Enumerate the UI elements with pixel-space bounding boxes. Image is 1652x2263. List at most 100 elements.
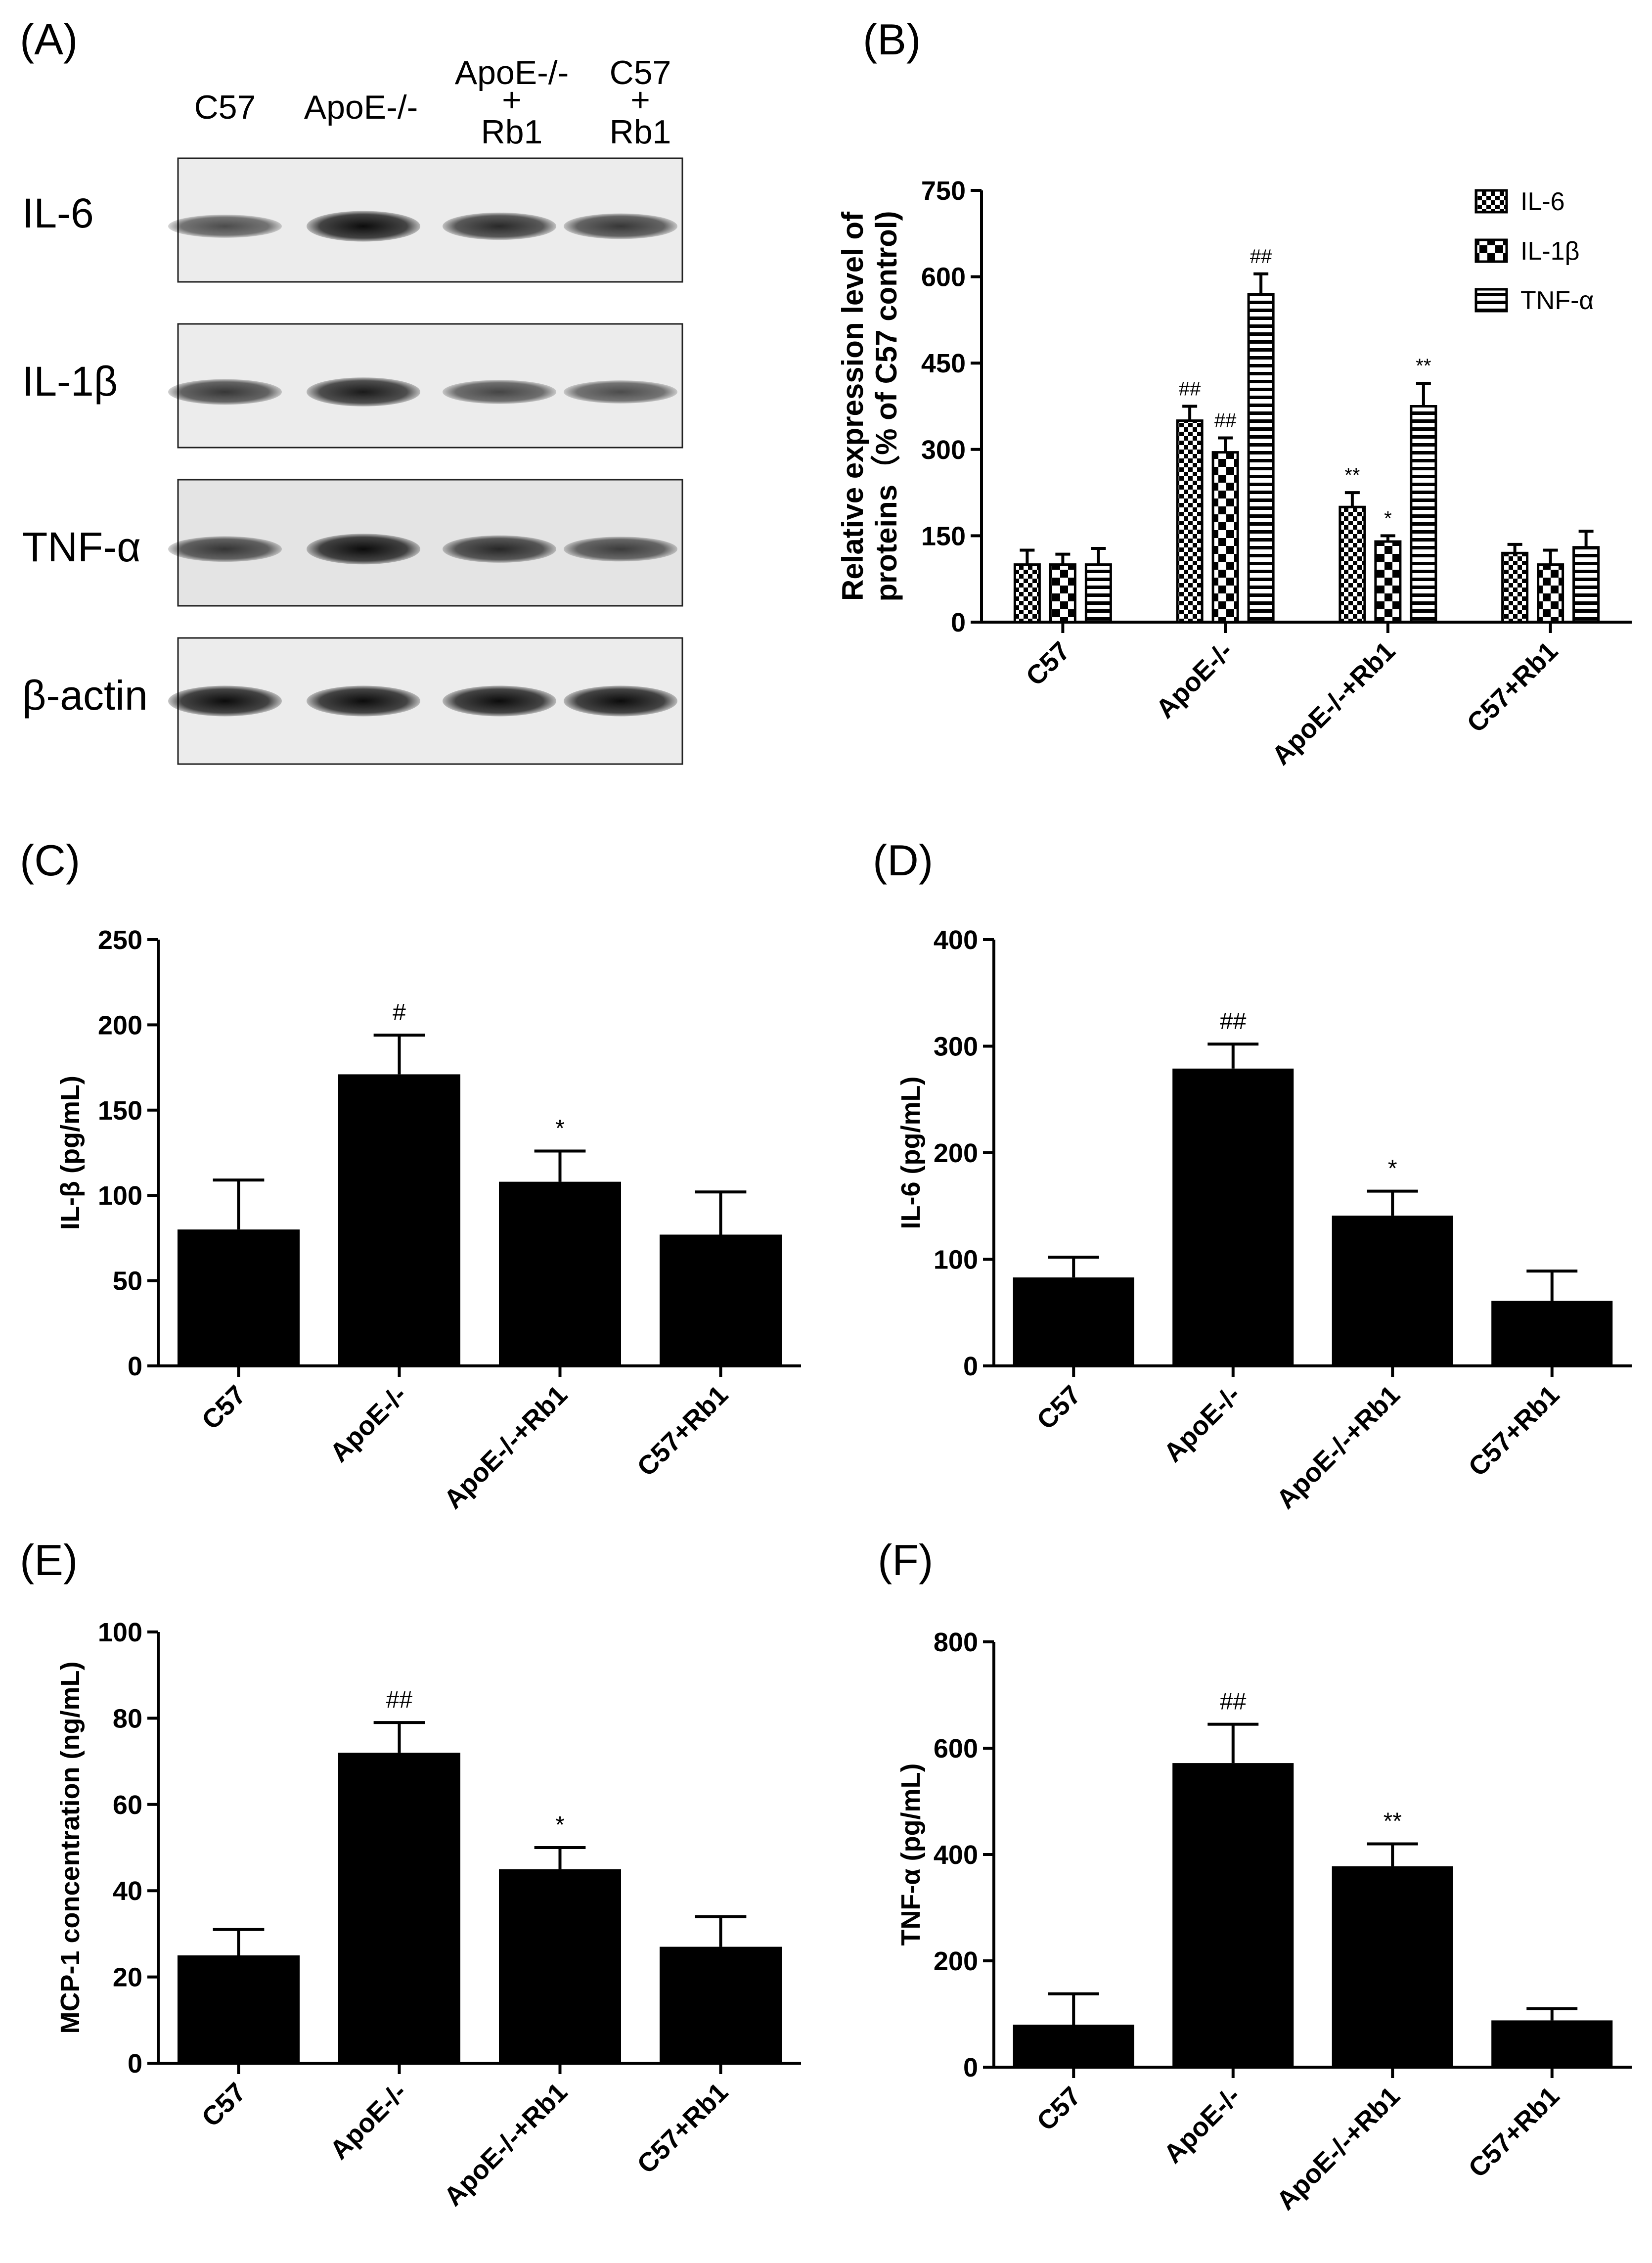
lane-label-apoe-rb1-line3: Rb1	[481, 113, 543, 151]
bar	[1013, 2025, 1134, 2067]
bar	[1211, 451, 1239, 624]
bar	[338, 1074, 460, 1366]
y-tick-label: 150	[98, 1096, 142, 1126]
y-axis-label: TNF-α (pg/mL)	[896, 1763, 926, 1946]
blot-band-0-2	[443, 212, 556, 240]
bar	[1374, 540, 1402, 624]
x-category-label: C57	[1020, 636, 1075, 691]
y-axis-label: Relative expression level of	[836, 211, 869, 601]
significance-label: *	[1388, 1156, 1397, 1182]
chart-d: 0 100 200 300 400 IL-6 (pg/mL) ## * C57 ApoE-/- Ap…	[896, 925, 1632, 1515]
x-category-label: ApoE-/-	[1158, 1380, 1246, 1468]
y-axis-label: IL-6 (pg/mL)	[896, 1077, 926, 1229]
chart-b: 0 150 300 450 600 750 Relative expression leve…	[836, 176, 1632, 771]
y-tick-label: 40	[113, 1876, 142, 1906]
x-category-label: ApoE-/-+Rb1	[1266, 636, 1401, 771]
legend-label: IL-1β	[1520, 237, 1580, 266]
lane-label-c57: C57	[194, 89, 256, 126]
y-tick-label: 80	[113, 1704, 142, 1733]
band-label-tnfa: TNF-α	[22, 524, 141, 570]
y-tick-label: 600	[921, 263, 966, 292]
blot-band-1-1	[307, 377, 420, 407]
y-tick-label: 250	[98, 925, 142, 955]
y-tick-label: 750	[921, 176, 966, 206]
y-tick-label: 0	[128, 2049, 142, 2079]
y-tick-label: 600	[934, 1734, 978, 1764]
band-label-il1b: IL-1β	[22, 358, 118, 405]
legend-label: TNF-α	[1520, 286, 1594, 315]
lane-label-apoe-rb1-line1: ApoE-/-	[455, 54, 569, 91]
significance-label: *	[555, 1812, 565, 1838]
bar	[1491, 2020, 1613, 2067]
legend-swatch	[1474, 288, 1508, 313]
blot-band-2-0	[168, 536, 282, 562]
x-category-label: ApoE-/-	[1158, 2081, 1246, 2169]
bar	[660, 1234, 782, 1366]
significance-label: *	[1384, 507, 1392, 529]
panel-label-b: (B)	[863, 15, 921, 64]
significance-label: ##	[1220, 1689, 1247, 1715]
bar	[1247, 293, 1275, 624]
y-tick-label: 200	[934, 1946, 978, 1976]
y-tick-label: 400	[934, 1840, 978, 1870]
y-tick-label: 0	[128, 1352, 142, 1381]
x-category-label: C57+Rb1	[631, 2077, 734, 2179]
bar	[1537, 563, 1564, 624]
y-tick-label: 0	[963, 2053, 978, 2082]
legend-swatch	[1474, 238, 1508, 263]
x-category-label: C57+Rb1	[1463, 1380, 1565, 1482]
y-tick-label: 100	[98, 1618, 142, 1647]
bar	[1013, 563, 1041, 624]
y-tick-label: 300	[921, 435, 966, 465]
bar	[178, 1955, 300, 2063]
significance-label: ##	[1214, 410, 1237, 432]
blot-band-1-0	[168, 379, 282, 405]
legend-swatch	[1474, 189, 1508, 214]
y-tick-label: 60	[113, 1790, 142, 1820]
band-label-beta-actin: β-actin	[22, 672, 148, 719]
bar	[1176, 419, 1204, 624]
lane-label-c57-rb1: C57 + Rb1	[610, 54, 671, 151]
x-category-label: C57+Rb1	[631, 1380, 734, 1482]
x-category-label: C57	[1031, 1380, 1086, 1435]
x-category-label: ApoE-/-+Rb1	[1271, 1380, 1406, 1515]
x-category-label: ApoE-/-	[324, 2077, 412, 2165]
lane-label-c57-line1: C57	[194, 89, 256, 126]
x-category-label: ApoE-/-	[324, 1380, 412, 1468]
significance-label: **	[1344, 464, 1360, 486]
blot-band-3-0	[168, 685, 282, 717]
band-label-il6: IL-6	[22, 190, 94, 236]
lane-label-c57-rb1-line1: C57	[610, 54, 671, 91]
bar	[338, 1753, 460, 2063]
significance-label: **	[1416, 355, 1431, 377]
y-tick-label: 150	[921, 521, 966, 551]
bar	[1049, 563, 1076, 624]
lane-label-apoe-line1: ApoE-/-	[304, 89, 418, 126]
lane-label-c57-rb1-line2: +	[630, 81, 650, 119]
significance-label: #	[393, 999, 406, 1026]
significance-label: ##	[1179, 378, 1201, 400]
y-tick-label: 800	[934, 1628, 978, 1657]
x-category-label: C57+Rb1	[1463, 2081, 1565, 2183]
lane-label-apoe-rb1-line2: +	[502, 81, 522, 119]
western-blot: C57 ApoE-/- ApoE-/- + Rb1 C57 + Rb1 IL-6…	[22, 54, 683, 765]
panel-label-a: (A)	[20, 15, 78, 64]
legend-label: IL-6	[1520, 187, 1565, 216]
bar	[1410, 405, 1437, 624]
blot-band-2-2	[443, 535, 556, 563]
bar	[1172, 1068, 1294, 1366]
significance-label: ##	[386, 1687, 413, 1713]
panel-label-e: (E)	[20, 1536, 78, 1584]
blot-band-1-3	[564, 380, 677, 404]
chart-f: 0 200 400 600 800 TNF-α (pg/mL) ## ** C57 ApoE-/-…	[896, 1628, 1632, 2216]
x-category-label: ApoE-/-	[1150, 636, 1238, 724]
blot-band-3-1	[307, 685, 420, 717]
y-tick-label: 200	[934, 1138, 978, 1168]
chart-e: 0 20 40 60 80 100 MCP-1 concentration (ng/mL) #…	[55, 1618, 801, 2212]
bar	[1332, 1866, 1453, 2067]
significance-label: ##	[1220, 1008, 1247, 1035]
bar	[499, 1181, 621, 1366]
bar	[1339, 505, 1366, 624]
blot-band-2-3	[564, 537, 677, 562]
